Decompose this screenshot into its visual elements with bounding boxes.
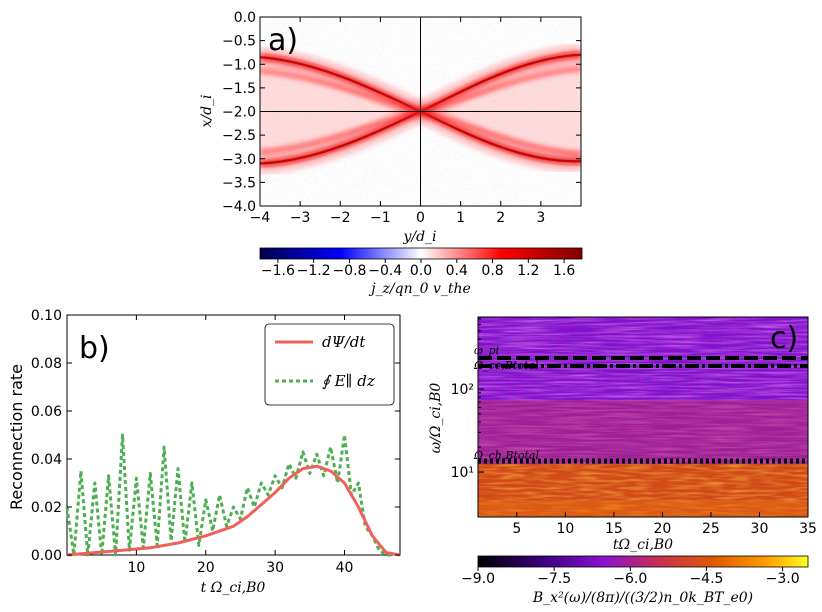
panel-c-x-ticks: 5 10 15 20 25 30 35 (512, 512, 817, 537)
inner-current-line (260, 109, 422, 155)
x-tick-label: 20 (653, 521, 671, 537)
panel-c-y-ticks: 10¹ 10² (451, 318, 484, 481)
panel-c-annotation-omega-ch: Ω_ch,Btotal (473, 449, 539, 462)
y-tick-label: 0.10 (31, 308, 62, 324)
x-tick-label: 30 (266, 560, 284, 576)
colorbar-tick-label: −0.8 (332, 263, 366, 279)
panel-a-label: a) (268, 23, 298, 58)
colorbar-tick-label: −9.0 (461, 571, 495, 587)
y-tick-label: −2.5 (222, 128, 256, 144)
y-tick-label: 10¹ (451, 465, 474, 481)
x-tick-label: −1 (370, 210, 391, 226)
panel-a-colorbar-ticks: −1.6 −1.2 −0.8 −0.4 0.0 0.4 0.8 1.2 1.6 (261, 259, 575, 279)
panel-b-x-ticks: 10 20 30 40 (127, 315, 353, 576)
inner-current-line (260, 68, 422, 114)
y-tick-label: 10² (451, 382, 474, 398)
y-tick-label: −0.5 (222, 34, 256, 50)
y-tick-label: −1.0 (222, 57, 256, 73)
panel-c-ylabel: ω/Ω_ci,B0 (428, 383, 444, 454)
colorbar-tick-label: 0.0 (410, 263, 432, 279)
colorbar-tick-label: 1.2 (517, 263, 539, 279)
panel-a-x-ticks: −4 −3 −2 −1 0 1 2 3 (250, 17, 545, 226)
y-tick-label: 0.0 (234, 10, 256, 26)
x-tick-label: 20 (197, 560, 215, 576)
colorbar-tick-label: 0.8 (481, 263, 503, 279)
panel-a-crosshair (260, 17, 581, 206)
y-tick-label: 0.08 (31, 356, 62, 372)
x-tick-label: 0 (416, 210, 425, 226)
colorbar-tick-label: 0.4 (446, 263, 468, 279)
panel-a-y-ticks: 0.0 −0.5 −1.0 −1.5 −2.0 −2.5 −3.0 −3.5 −4.0 (222, 10, 581, 215)
current-lobe-right (420, 50, 581, 166)
panel-c-label: c) (770, 321, 798, 356)
x-tick-label: 10 (127, 560, 145, 576)
panel-a: −4 −3 −2 −1 0 1 2 3 0.0 −0.5 −1.0 −1.5 −2.0 −2.5 −3.0… (199, 10, 583, 297)
panel-a-colorbar-label: j_z/qn_0 v_the (368, 281, 471, 297)
x-tick-label: 3 (536, 210, 545, 226)
legend-label-dpsi: dΨ/dt (322, 333, 366, 351)
panel-c-colorbar-label: B_x²(ω)/(8π)/((3/2)n_0k_BT_e0) (532, 590, 753, 606)
x-tick-label: −4 (250, 210, 271, 226)
panel-c-frame (477, 316, 809, 518)
y-tick-label: −3.0 (222, 152, 256, 168)
x-tick-label: −3 (290, 210, 311, 226)
panel-b-series (65, 433, 401, 557)
colorbar-tick-label: −6.0 (613, 571, 647, 587)
y-tick-label: 0.04 (31, 452, 62, 468)
panel-b-xlabel: t Ω_ci,B0 (201, 580, 266, 596)
inner-current-line (419, 109, 581, 157)
x-tick-label: 2 (496, 210, 505, 226)
panel-c: ω_pi Ω_ce,Btotal Ω_ch,Btotal 5 10 15 20 25 30… (428, 316, 817, 606)
colorbar-tick-label: −1.2 (297, 263, 331, 279)
inner-current-line (419, 66, 581, 114)
y-tick-label: −3.5 (222, 175, 256, 191)
y-tick-label: −1.5 (222, 81, 256, 97)
x-tick-label: 15 (605, 521, 623, 537)
panel-b: 10 20 30 40 0.00 0.02 0.04 0.06 0.08 0.10 b) t Ω… (7, 308, 401, 596)
panel-c-band-mid (478, 400, 808, 464)
x-tick-label: 30 (751, 521, 769, 537)
x-tick-label: 40 (336, 560, 354, 576)
panel-b-label: b) (79, 331, 110, 366)
panel-c-annotation-omega-ce: Ω_ce,Btotal (473, 359, 539, 372)
panel-a-ylabel: x/d_i (199, 94, 215, 127)
colorbar-tick-label: −7.5 (537, 571, 571, 587)
x-tick-label: 25 (702, 521, 720, 537)
panel-b-legend-box (264, 323, 395, 406)
panel-b-y-ticks: 0.00 0.02 0.04 0.06 0.08 0.10 (31, 308, 400, 564)
x-tick-label: 35 (799, 521, 817, 537)
y-tick-label: 0.06 (31, 404, 62, 420)
panel-c-xlabel: tΩ_ci,B0 (613, 537, 673, 553)
y-tick-label: 0.00 (31, 548, 62, 564)
panel-a-xlabel: y/d_i (402, 229, 436, 245)
x-tick-label: 1 (456, 210, 465, 226)
colorbar-tick-label: −1.6 (261, 263, 295, 279)
panel-b-legend: dΨ/dt ∮ E∥ dz (264, 323, 395, 406)
panel-c-colorbar-ticks: −9.0 −7.5 −6.0 −4.5 −3.0 (461, 567, 800, 587)
panel-c-spectrogram (478, 317, 808, 517)
series-dpsi-dt (66, 464, 401, 557)
colorbar-tick-label: −4.5 (689, 571, 723, 587)
colorbar-tick-label: 1.6 (553, 263, 575, 279)
panel-c-texture-upper (478, 317, 808, 464)
y-tick-label: −4.0 (222, 199, 256, 215)
panel-c-band-bottom (478, 500, 808, 517)
x-tick-label: 10 (556, 521, 574, 537)
panel-b-ylabel: Reconnection rate (7, 364, 26, 510)
panel-a-colorbar (259, 247, 583, 260)
colorbar-tick-label: −3.0 (766, 571, 800, 587)
legend-label-epar: ∮ E∥ dz (322, 372, 375, 390)
x-tick-label: −2 (330, 210, 351, 226)
x-tick-label: 5 (512, 521, 521, 537)
y-tick-label: 0.02 (31, 500, 62, 516)
colorbar-tick-label: −0.4 (368, 263, 402, 279)
series-e-parallel (65, 433, 394, 557)
current-lobe-left (260, 52, 421, 169)
panel-c-annotation-omega-pi: ω_pi (474, 344, 499, 357)
y-tick-label: −2.0 (222, 105, 256, 121)
panel-c-colorbar (477, 555, 809, 568)
